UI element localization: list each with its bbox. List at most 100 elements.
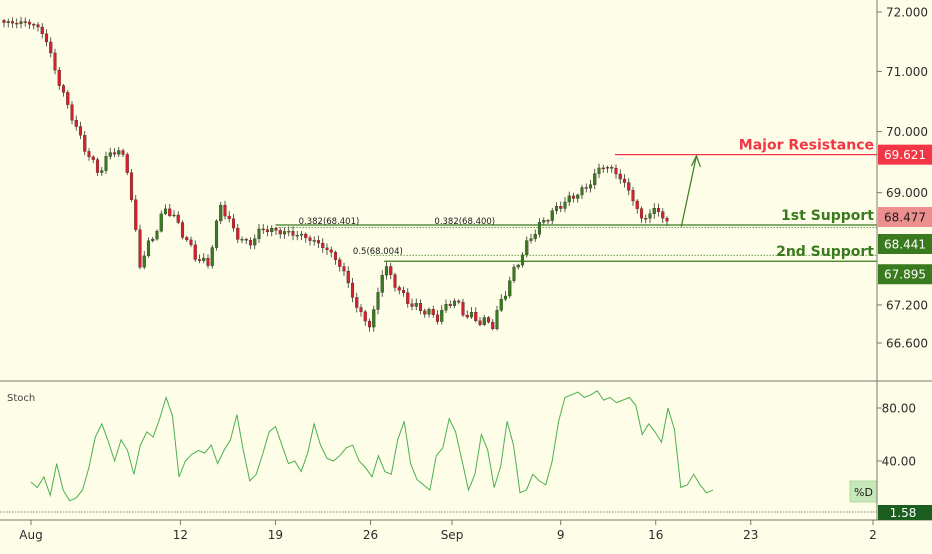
candle <box>431 305 435 318</box>
candle <box>491 319 495 331</box>
time-tick-label: Aug <box>19 528 42 542</box>
candle <box>163 204 168 216</box>
candle <box>329 246 333 258</box>
candle <box>312 236 316 246</box>
candle <box>142 251 146 270</box>
candle <box>10 17 15 28</box>
candle <box>325 243 329 255</box>
candle <box>576 193 580 203</box>
candle <box>53 48 57 75</box>
candle <box>66 90 70 109</box>
candle <box>486 315 491 324</box>
candle <box>15 18 19 29</box>
level-label-first-support: 1st Support <box>781 208 874 224</box>
price-tag-value-first-support: 68.477 <box>884 210 926 224</box>
candle <box>648 209 652 224</box>
candle <box>414 298 418 311</box>
candle <box>219 202 223 225</box>
price-tag-first-support-secondary <box>878 233 932 254</box>
stoch-tick-label: 40.00 <box>882 455 916 469</box>
candle <box>614 164 618 179</box>
candle <box>584 183 588 193</box>
candle <box>87 148 91 161</box>
candle <box>321 238 325 253</box>
candle <box>482 314 486 327</box>
price-tag-value-first-support-secondary: 68.441 <box>884 237 926 251</box>
target-arrow-head <box>690 154 702 168</box>
candle <box>588 179 593 193</box>
candle <box>282 227 287 239</box>
candle <box>520 251 525 268</box>
candle <box>474 307 478 323</box>
candle <box>138 224 142 270</box>
candle <box>248 237 253 250</box>
candle <box>516 263 520 270</box>
candle <box>461 298 465 318</box>
candle <box>32 22 36 30</box>
candle <box>155 229 159 241</box>
time-tick-label: 23 <box>743 528 758 542</box>
candle <box>304 232 308 243</box>
candle <box>70 100 74 125</box>
candle <box>44 29 49 47</box>
level-label-second-support: 2nd Support <box>776 244 874 260</box>
price-pane[interactable] <box>2 16 669 332</box>
candle <box>550 207 554 225</box>
candle <box>299 231 304 241</box>
candle <box>125 152 129 176</box>
price-tick-label: 72.000 <box>886 6 928 20</box>
candle <box>610 164 614 173</box>
stoch-last-value: 1.58 <box>890 506 917 520</box>
candle <box>363 309 367 326</box>
candle <box>423 308 427 318</box>
candle <box>627 178 631 196</box>
support-resistance-levels: 69.621 Major Resistance 68.477 1st Support 6… <box>275 138 932 285</box>
candle <box>78 121 83 140</box>
candle <box>193 240 197 262</box>
candle <box>6 18 10 28</box>
time-tick-label: 2 <box>869 528 877 542</box>
candle <box>185 235 189 242</box>
candle <box>206 254 210 269</box>
candle <box>367 318 372 332</box>
candle <box>622 174 627 188</box>
candle <box>2 19 6 28</box>
price-tick-label: 70.000 <box>886 125 928 139</box>
stoch-title: Stoch <box>7 393 35 404</box>
candle <box>380 270 384 297</box>
stoch-pane[interactable]: Stoch %D <box>0 390 878 513</box>
candle <box>359 304 363 317</box>
candle <box>265 225 270 237</box>
candle <box>529 233 533 244</box>
candle <box>465 310 469 319</box>
time-tick-label: 26 <box>363 528 378 542</box>
candle <box>151 236 155 243</box>
candle <box>202 253 206 264</box>
candle <box>639 206 644 224</box>
candle <box>333 250 338 265</box>
candle <box>112 148 117 158</box>
candle <box>338 257 342 272</box>
candle <box>384 261 389 280</box>
candle <box>172 210 176 218</box>
time-tick-label: 16 <box>648 528 663 542</box>
candle <box>117 147 121 158</box>
price-tick-label: 71.000 <box>886 65 928 79</box>
candle <box>410 298 414 311</box>
candle <box>227 211 231 223</box>
price-tag-value-major-resistance: 69.621 <box>884 148 926 162</box>
candle <box>49 37 53 58</box>
candle <box>401 286 406 297</box>
candle <box>83 130 87 156</box>
candle <box>563 197 567 213</box>
price-tick-label: 67.200 <box>886 298 928 312</box>
candle <box>440 305 444 325</box>
candle <box>287 226 291 237</box>
candle <box>571 192 576 203</box>
candle <box>240 236 244 244</box>
candle <box>104 151 108 174</box>
level-label-major-resistance: Major Resistance <box>739 138 874 154</box>
candle <box>355 292 359 313</box>
target-arrow-shaft <box>680 155 698 227</box>
